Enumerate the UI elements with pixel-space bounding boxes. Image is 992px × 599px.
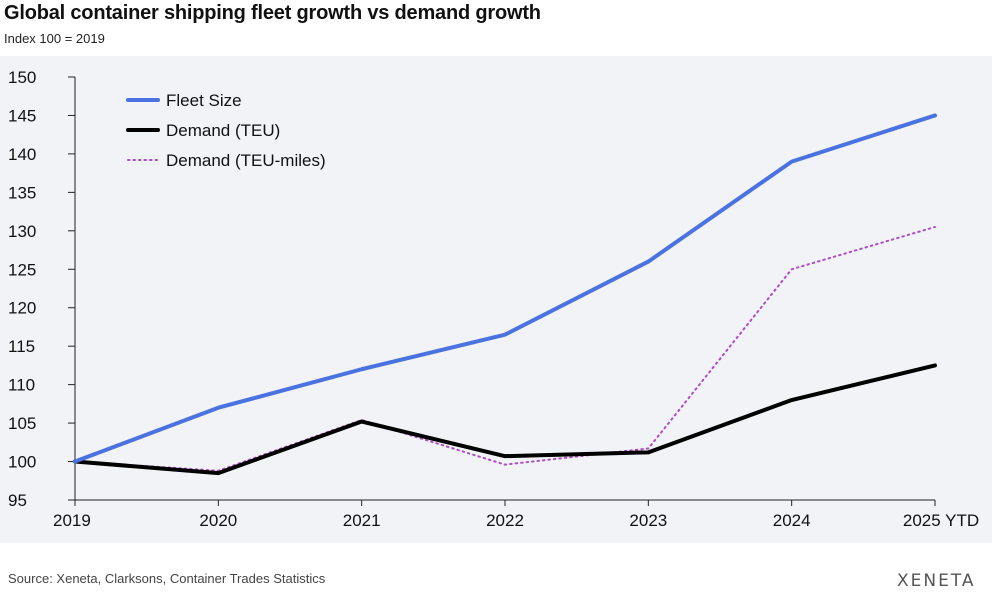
- y-tick-label-100: 100: [8, 453, 36, 472]
- y-tick-label-115: 115: [8, 337, 35, 356]
- legend-label-demand-teu-miles-: Demand (TEU-miles): [166, 151, 326, 170]
- y-tick-label-150: 150: [8, 68, 36, 87]
- y-tick-label-145: 145: [8, 106, 36, 125]
- x-tick-label-2020: 2020: [199, 511, 237, 530]
- chart-title: Global container shipping fleet growth v…: [4, 2, 541, 24]
- legend-label-demand-teu-: Demand (TEU): [166, 121, 280, 140]
- series-line-demand-teu-: [73, 363, 937, 476]
- y-tick-label-110: 110: [8, 376, 35, 395]
- y-tick-label-130: 130: [8, 222, 36, 241]
- x-tick-label-2019: 2019: [53, 511, 91, 530]
- x-tick-label-2024: 2024: [773, 511, 811, 530]
- x-tick-label-2025-YTD: 2025 YTD: [903, 511, 979, 530]
- source-note: Source: Xeneta, Clarksons, Container Tra…: [8, 571, 326, 586]
- y-tick-label-125: 125: [8, 260, 36, 279]
- y-tick-label-95: 95: [8, 491, 27, 510]
- y-tick-label-140: 140: [8, 145, 36, 164]
- series-line-demand-teu-miles-: [74, 225, 936, 472]
- y-tick-label-120: 120: [8, 299, 36, 318]
- x-tick-label-2022: 2022: [486, 511, 524, 530]
- y-tick-label-105: 105: [8, 414, 36, 433]
- chart-subtitle: Index 100 = 2019: [4, 31, 105, 46]
- y-tick-label-135: 135: [8, 183, 36, 202]
- xeneta-logo: XENETA: [897, 571, 976, 591]
- x-tick-label-2021: 2021: [343, 511, 381, 530]
- legend-label-fleet-size: Fleet Size: [166, 91, 242, 110]
- x-tick-label-2023: 2023: [629, 511, 667, 530]
